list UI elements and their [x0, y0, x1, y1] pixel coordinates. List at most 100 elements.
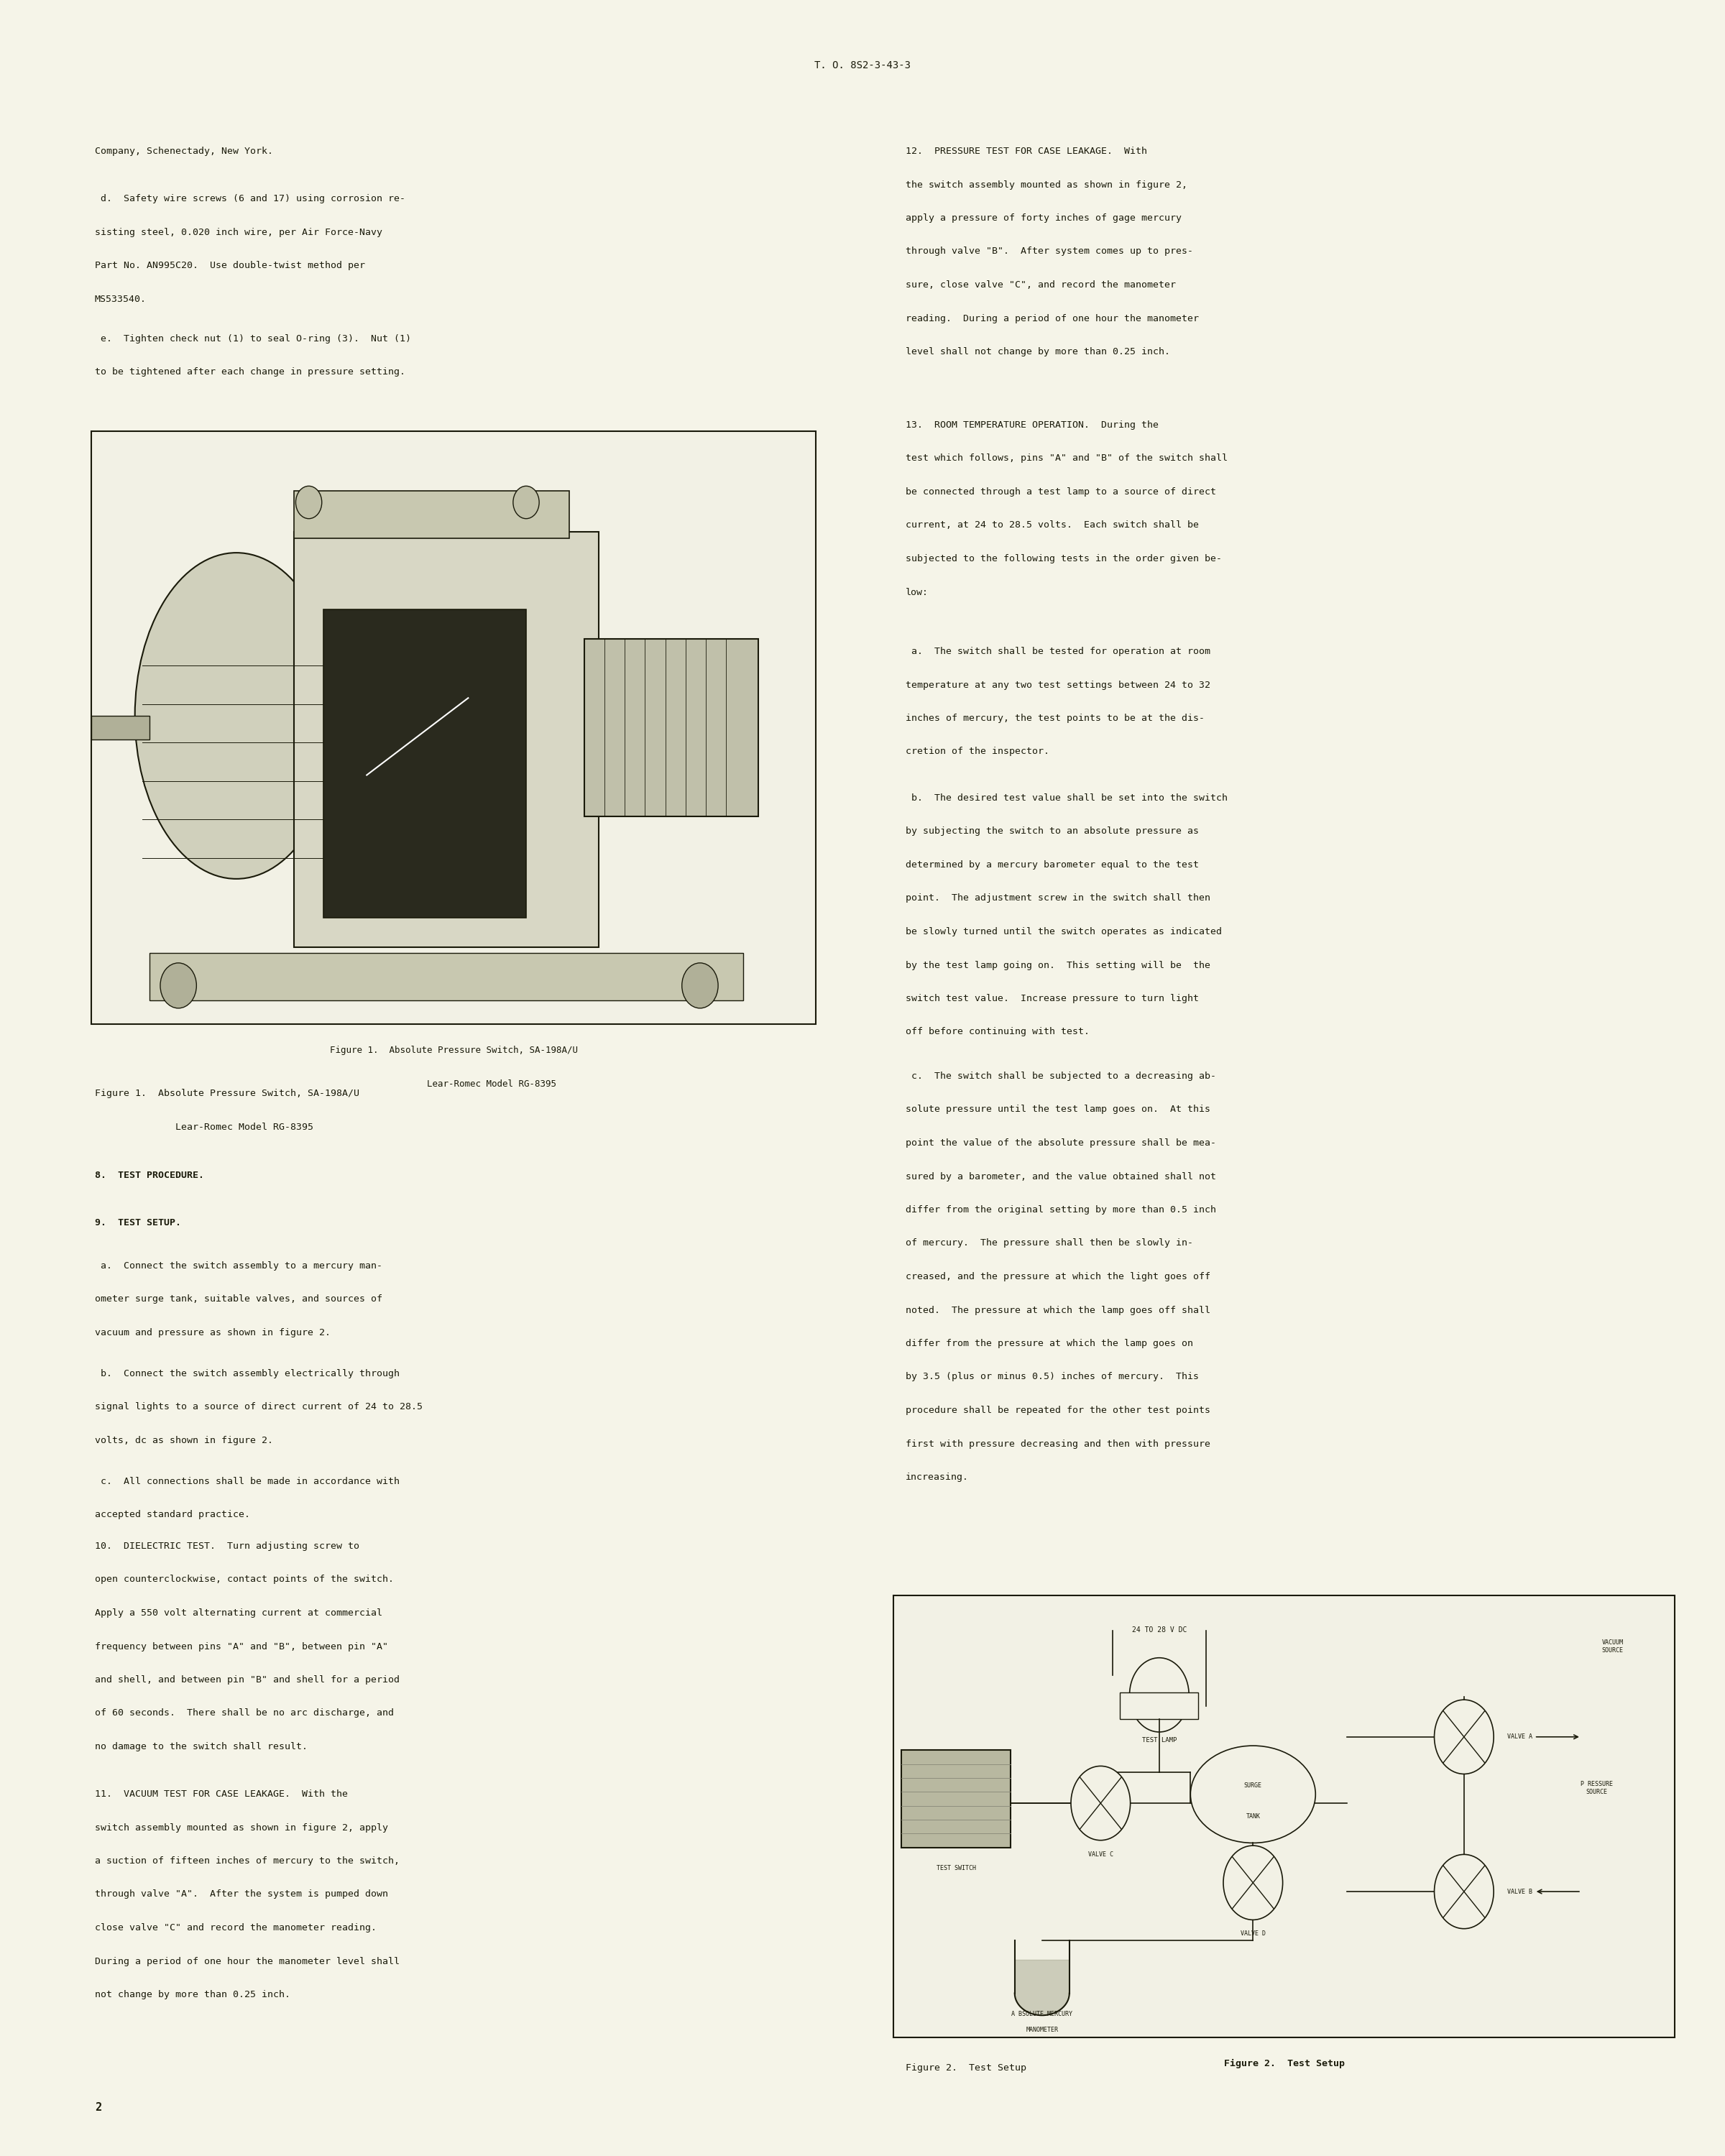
Polygon shape: [1014, 1960, 1070, 2016]
Text: be slowly turned until the switch operates as indicated: be slowly turned until the switch operat…: [906, 927, 1221, 936]
Text: by the test lamp going on.  This setting will be  the: by the test lamp going on. This setting …: [906, 962, 1211, 970]
Text: through valve "B".  After system comes up to pres-: through valve "B". After system comes up…: [906, 248, 1194, 257]
Circle shape: [160, 964, 197, 1009]
Text: VALVE A: VALVE A: [1508, 1733, 1532, 1740]
Text: increasing.: increasing.: [906, 1473, 969, 1481]
Bar: [295, 533, 599, 946]
Text: frequency between pins "A" and "B", between pin "A": frequency between pins "A" and "B", betw…: [95, 1643, 388, 1651]
Text: cretion of the inspector.: cretion of the inspector.: [906, 748, 1049, 757]
Text: A BSOLUTE MERCURY: A BSOLUTE MERCURY: [1011, 2012, 1073, 2018]
Text: by subjecting the switch to an absolute pressure as: by subjecting the switch to an absolute …: [906, 826, 1199, 837]
Text: 2: 2: [95, 2102, 102, 2113]
Text: switch test value.  Increase pressure to turn light: switch test value. Increase pressure to …: [906, 994, 1199, 1003]
Text: b.  Connect the switch assembly electrically through: b. Connect the switch assembly electrica…: [95, 1369, 400, 1378]
Text: low:: low:: [906, 589, 928, 597]
Text: P RESSURE
SOURCE: P RESSURE SOURCE: [1580, 1781, 1613, 1796]
Text: to be tightened after each change in pressure setting.: to be tightened after each change in pre…: [95, 367, 405, 377]
Text: test which follows, pins "A" and "B" of the switch shall: test which follows, pins "A" and "B" of …: [906, 455, 1228, 464]
Text: e.  Tighten check nut (1) to seal O-ring (3).  Nut (1): e. Tighten check nut (1) to seal O-ring …: [95, 334, 411, 343]
Text: Figure 1.  Absolute Pressure Switch, SA-198A/U: Figure 1. Absolute Pressure Switch, SA-1…: [329, 1046, 578, 1054]
Text: procedure shall be repeated for the other test points: procedure shall be repeated for the othe…: [906, 1406, 1211, 1414]
Circle shape: [512, 485, 540, 520]
Text: point.  The adjustment screw in the switch shall then: point. The adjustment screw in the switc…: [906, 893, 1211, 903]
Circle shape: [1433, 1699, 1494, 1774]
Circle shape: [1130, 1658, 1189, 1731]
Text: determined by a mercury barometer equal to the test: determined by a mercury barometer equal …: [906, 860, 1199, 869]
Text: off before continuing with test.: off before continuing with test.: [906, 1028, 1090, 1037]
Circle shape: [295, 485, 323, 520]
Text: TEST LAMP: TEST LAMP: [1142, 1738, 1176, 1744]
Bar: [902, 1751, 1011, 1848]
Text: differ from the original setting by more than 0.5 inch: differ from the original setting by more…: [906, 1205, 1216, 1214]
Text: MANOMETER: MANOMETER: [1026, 2027, 1057, 2033]
Text: point the value of the absolute pressure shall be mea-: point the value of the absolute pressure…: [906, 1138, 1216, 1147]
Bar: [91, 431, 816, 1024]
Text: signal lights to a source of direct current of 24 to 28.5: signal lights to a source of direct curr…: [95, 1404, 423, 1412]
Text: of 60 seconds.  There shall be no arc discharge, and: of 60 seconds. There shall be no arc dis…: [95, 1708, 393, 1718]
Text: open counterclockwise, contact points of the switch.: open counterclockwise, contact points of…: [95, 1574, 393, 1585]
Text: not change by more than 0.25 inch.: not change by more than 0.25 inch.: [95, 1990, 290, 1999]
Text: vacuum and pressure as shown in figure 2.: vacuum and pressure as shown in figure 2…: [95, 1328, 331, 1337]
Text: Part No. AN995C20.  Use double-twist method per: Part No. AN995C20. Use double-twist meth…: [95, 261, 366, 270]
Text: no damage to the switch shall result.: no damage to the switch shall result.: [95, 1742, 307, 1751]
Text: accepted standard practice.: accepted standard practice.: [95, 1511, 250, 1520]
Text: a.  The switch shall be tested for operation at room: a. The switch shall be tested for operat…: [906, 647, 1211, 655]
Text: creased, and the pressure at which the light goes off: creased, and the pressure at which the l…: [906, 1272, 1211, 1281]
Circle shape: [681, 964, 718, 1009]
Text: Lear-Romec Model RG-8395: Lear-Romec Model RG-8395: [95, 1121, 314, 1132]
Text: sure, close valve "C", and record the manometer: sure, close valve "C", and record the ma…: [906, 280, 1176, 289]
Circle shape: [1223, 1846, 1283, 1919]
Bar: [585, 638, 757, 817]
Text: 13.  ROOM TEMPERATURE OPERATION.  During the: 13. ROOM TEMPERATURE OPERATION. During t…: [906, 420, 1159, 429]
Text: subjected to the following tests in the order given be-: subjected to the following tests in the …: [906, 554, 1221, 563]
Text: SURGE: SURGE: [1244, 1783, 1263, 1789]
Text: VALVE B: VALVE B: [1508, 1889, 1532, 1895]
Text: first with pressure decreasing and then with pressure: first with pressure decreasing and then …: [906, 1440, 1211, 1449]
Text: 10.  DIELECTRIC TEST.  Turn adjusting screw to: 10. DIELECTRIC TEST. Turn adjusting scre…: [95, 1542, 359, 1550]
Bar: [1120, 1692, 1199, 1718]
Text: apply a pressure of forty inches of gage mercury: apply a pressure of forty inches of gage…: [906, 213, 1182, 222]
Text: through valve "A".  After the system is pumped down: through valve "A". After the system is p…: [95, 1889, 388, 1899]
Text: inches of mercury, the test points to be at the dis-: inches of mercury, the test points to be…: [906, 714, 1204, 722]
Text: a suction of fifteen inches of mercury to the switch,: a suction of fifteen inches of mercury t…: [95, 1856, 400, 1865]
Text: 9.  TEST SETUP.: 9. TEST SETUP.: [95, 1218, 181, 1227]
Text: Company, Schenectady, New York.: Company, Schenectady, New York.: [95, 147, 273, 155]
Text: During a period of one hour the manometer level shall: During a period of one hour the manomete…: [95, 1958, 400, 1966]
Circle shape: [1071, 1766, 1130, 1841]
Circle shape: [1433, 1854, 1494, 1930]
Text: Figure 2.  Test Setup: Figure 2. Test Setup: [1225, 2059, 1346, 2068]
Text: be connected through a test lamp to a source of direct: be connected through a test lamp to a so…: [906, 487, 1216, 496]
Text: c.  All connections shall be made in accordance with: c. All connections shall be made in acco…: [95, 1477, 400, 1485]
Text: 12.  PRESSURE TEST FOR CASE LEAKAGE.  With: 12. PRESSURE TEST FOR CASE LEAKAGE. With: [906, 147, 1147, 155]
Text: the switch assembly mounted as shown in figure 2,: the switch assembly mounted as shown in …: [906, 181, 1187, 190]
Text: of mercury.  The pressure shall then be slowly in-: of mercury. The pressure shall then be s…: [906, 1238, 1194, 1248]
Text: noted.  The pressure at which the lamp goes off shall: noted. The pressure at which the lamp go…: [906, 1307, 1211, 1315]
Bar: [295, 492, 569, 539]
Text: temperature at any two test settings between 24 to 32: temperature at any two test settings bet…: [906, 681, 1211, 690]
Text: reading.  During a period of one hour the manometer: reading. During a period of one hour the…: [906, 315, 1199, 323]
Text: a.  Connect the switch assembly to a mercury man-: a. Connect the switch assembly to a merc…: [95, 1261, 383, 1270]
Text: current, at 24 to 28.5 volts.  Each switch shall be: current, at 24 to 28.5 volts. Each switc…: [906, 522, 1199, 530]
Text: VALVE C: VALVE C: [1088, 1852, 1113, 1858]
Text: sured by a barometer, and the value obtained shall not: sured by a barometer, and the value obta…: [906, 1173, 1216, 1181]
Bar: [894, 1595, 1675, 2037]
Text: sisting steel, 0.020 inch wire, per Air Force-Navy: sisting steel, 0.020 inch wire, per Air …: [95, 229, 383, 237]
Text: by 3.5 (plus or minus 0.5) inches of mercury.  This: by 3.5 (plus or minus 0.5) inches of mer…: [906, 1373, 1199, 1382]
Ellipse shape: [1190, 1746, 1316, 1843]
Text: and shell, and between pin "B" and shell for a period: and shell, and between pin "B" and shell…: [95, 1675, 400, 1684]
Text: MS533540.: MS533540.: [95, 295, 147, 304]
Text: 8.  TEST PROCEDURE.: 8. TEST PROCEDURE.: [95, 1171, 204, 1179]
Ellipse shape: [135, 552, 338, 880]
Text: differ from the pressure at which the lamp goes on: differ from the pressure at which the la…: [906, 1339, 1194, 1348]
Text: 24 TO 28 V DC: 24 TO 28 V DC: [1132, 1626, 1187, 1634]
Text: level shall not change by more than 0.25 inch.: level shall not change by more than 0.25…: [906, 347, 1170, 356]
Text: Figure 2.  Test Setup: Figure 2. Test Setup: [906, 2063, 1026, 2072]
Text: volts, dc as shown in figure 2.: volts, dc as shown in figure 2.: [95, 1436, 273, 1445]
Text: VACUUM
SOURCE: VACUUM SOURCE: [1603, 1639, 1623, 1654]
Bar: [150, 953, 743, 1000]
Text: VALVE D: VALVE D: [1240, 1930, 1266, 1936]
Text: Figure 1.  Absolute Pressure Switch, SA-198A/U: Figure 1. Absolute Pressure Switch, SA-1…: [95, 1089, 359, 1097]
Text: d.  Safety wire screws (6 and 17) using corrosion re-: d. Safety wire screws (6 and 17) using c…: [95, 194, 405, 203]
Text: ometer surge tank, suitable valves, and sources of: ometer surge tank, suitable valves, and …: [95, 1294, 383, 1304]
Text: Lear-Romec Model RG-8395: Lear-Romec Model RG-8395: [352, 1078, 555, 1089]
